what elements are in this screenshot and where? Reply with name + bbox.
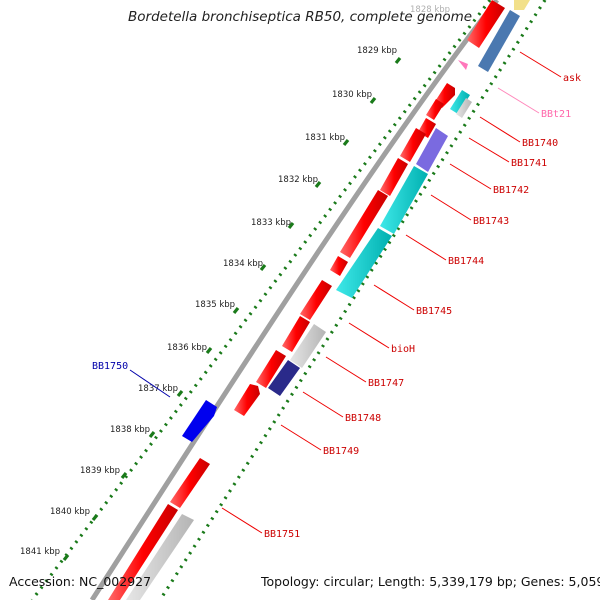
cds-arrow-purple: [416, 128, 448, 172]
cds-arrow: [256, 350, 286, 388]
gene-label-bb1745: BB1745: [416, 306, 452, 317]
tick-label-1830: 1830 kbp: [332, 90, 372, 100]
cds-arrow: [330, 256, 348, 276]
cds-arrow-grey: [126, 514, 194, 600]
summary-text: Topology: circular; Length: 5,339,179 bp…: [261, 574, 600, 589]
gene-label-bb1749: BB1749: [323, 446, 359, 457]
tick-label-1834: 1834 kbp: [223, 259, 263, 269]
cds-arrow: [467, 0, 505, 48]
gene-label-bbt21: BBt21: [541, 109, 571, 120]
scale-line-outer: [30, 0, 492, 600]
trna-arrow: [458, 60, 468, 70]
cds-arrow: [300, 280, 332, 320]
cds-reverse-strand: [126, 0, 530, 600]
gene-label-ask: ask: [563, 73, 581, 84]
genome-backbone: [89, 0, 499, 600]
scale-tick-marks: [62, 57, 402, 561]
cds-arrow: [426, 99, 444, 120]
gene-label-bb1741: BB1741: [511, 158, 547, 169]
gene-label-bb1747: BB1747: [368, 378, 404, 389]
tick-label-1828: 1828 kbp: [410, 5, 450, 15]
cds-arrow-cyan: [336, 228, 392, 298]
cds-arrow-cyan: [450, 90, 470, 114]
cds-forward-strand: [108, 0, 505, 600]
tick-label-1838: 1838 kbp: [110, 425, 150, 435]
cds-arrow: [380, 158, 408, 196]
gene-label-bb1743: BB1743: [473, 216, 509, 227]
gene-label-bb1740: BB1740: [522, 138, 558, 149]
tick-label-1829: 1829 kbp: [357, 46, 397, 56]
gene-label-bb1742: BB1742: [493, 185, 529, 196]
tick-label-1836: 1836 kbp: [167, 343, 207, 353]
gene-label-bb1744: BB1744: [448, 256, 484, 267]
tick-label-1832: 1832 kbp: [278, 175, 318, 185]
cds-arrow-grey: [290, 324, 326, 368]
tick-label-1841: 1841 kbp: [20, 547, 60, 557]
gene-label-bb1748: BB1748: [345, 413, 381, 424]
bb1750-arrow: [182, 400, 217, 442]
cds-arrow: [400, 128, 426, 162]
cds-arrow-grey: [456, 98, 472, 118]
cds-arrow: [108, 504, 178, 600]
cds-arrow: [340, 190, 388, 258]
cds-arrow: [282, 316, 310, 352]
tick-label-1839: 1839 kbp: [80, 466, 120, 476]
accession-text: Accession: NC_002927: [9, 574, 152, 589]
cds-arrow-yellow: [514, 0, 530, 10]
tick-label-1831: 1831 kbp: [305, 133, 345, 143]
cds-arrow-navy: [268, 360, 300, 396]
map-title: Bordetella bronchiseptica RB50, complete…: [128, 9, 473, 25]
tick-label-1835: 1835 kbp: [195, 300, 235, 310]
gene-label-bb1750: BB1750: [92, 361, 128, 372]
label-connectors: [129, 51, 562, 534]
gene-label-bb1751: BB1751: [264, 529, 300, 540]
tick-label-1833: 1833 kbp: [251, 218, 291, 228]
cds-arrow: [170, 458, 210, 508]
cds-arrow: [234, 384, 260, 416]
cds-arrow-blue: [478, 10, 520, 72]
cds-arrow-cyan: [380, 166, 428, 234]
gene-label-bioh: bioH: [391, 344, 415, 355]
tick-label-1840: 1840 kbp: [50, 507, 90, 517]
